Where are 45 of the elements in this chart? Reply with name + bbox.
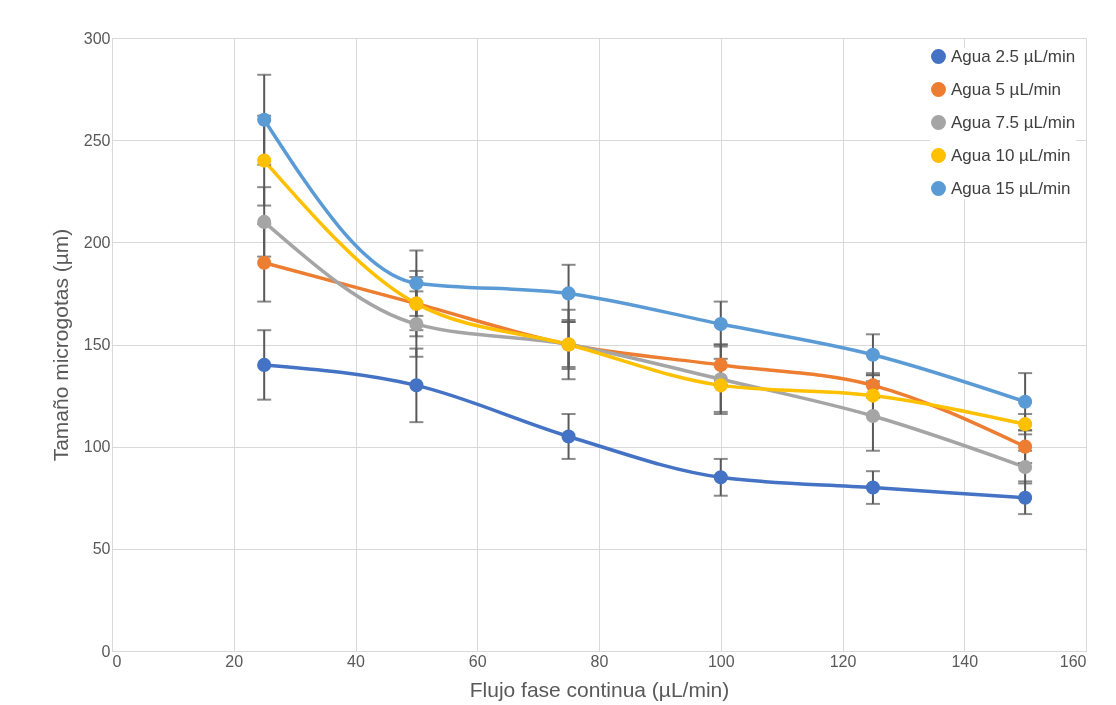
x-tick-label: 160 — [1059, 652, 1087, 670]
point — [257, 153, 272, 168]
x-tick-label: 80 — [590, 652, 609, 670]
x-tick-label: 0 — [112, 652, 122, 670]
x-tick-label: 60 — [468, 652, 487, 670]
point — [257, 255, 272, 270]
point — [713, 317, 728, 332]
point — [409, 317, 424, 332]
point — [409, 276, 424, 291]
x-tick-label: 140 — [951, 652, 979, 670]
x-tick-label: 100 — [707, 652, 735, 670]
point — [713, 357, 728, 372]
legend-label: Agua 15 µL/min — [951, 178, 1071, 198]
point — [561, 429, 576, 444]
y-tick-label: 250 — [83, 131, 111, 149]
legend-label: Agua 2.5 µL/min — [951, 46, 1076, 66]
y-axis-title: Tamaño microgotas (µm) — [48, 228, 72, 462]
point — [561, 286, 576, 301]
x-tick-label: 40 — [347, 652, 365, 670]
point — [865, 388, 881, 403]
y-tick-label: 300 — [83, 29, 111, 47]
point — [257, 357, 272, 372]
legend-label: Agua 7.5 µL/min — [951, 112, 1076, 132]
point — [713, 378, 728, 393]
point — [1018, 490, 1033, 505]
x-tick-label: 120 — [829, 652, 857, 670]
point — [1018, 439, 1033, 454]
point — [865, 480, 881, 495]
point — [713, 470, 728, 485]
point — [257, 214, 272, 229]
point — [1018, 460, 1033, 475]
point — [409, 378, 424, 393]
x-axis-title: Flujo fase continua (µL/min) — [469, 677, 730, 701]
y-tick-label: 150 — [83, 336, 111, 353]
legend-label: Agua 5 µL/min — [951, 79, 1061, 99]
point — [865, 408, 881, 424]
legend-label: Agua 10 µL/min — [951, 145, 1071, 165]
y-tick-label: 100 — [83, 438, 111, 456]
point — [257, 112, 272, 127]
point — [1018, 417, 1033, 432]
x-tick-label: 20 — [225, 652, 244, 670]
point — [865, 347, 881, 362]
y-tick-label: 200 — [83, 233, 111, 251]
y-tick-label: 50 — [92, 540, 111, 558]
point — [1018, 394, 1033, 409]
